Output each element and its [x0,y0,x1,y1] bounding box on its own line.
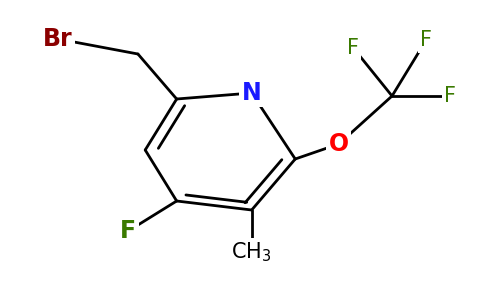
Text: F: F [348,38,359,58]
Text: N: N [242,81,261,105]
Text: Br: Br [43,27,73,51]
Text: O: O [329,132,349,156]
Text: F: F [444,86,456,106]
Text: F: F [120,219,136,243]
Text: CH$_3$: CH$_3$ [231,240,272,264]
Text: F: F [420,31,432,50]
